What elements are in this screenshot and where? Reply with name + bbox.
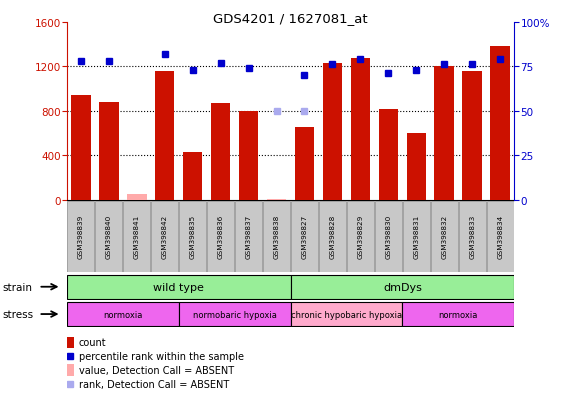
Text: percentile rank within the sample: percentile rank within the sample: [78, 351, 243, 361]
Bar: [290, 302, 403, 326]
Bar: [459, 201, 486, 272]
Text: GSM398841: GSM398841: [134, 214, 139, 259]
Bar: [431, 201, 458, 272]
Bar: [487, 201, 514, 272]
Text: GSM398832: GSM398832: [442, 214, 447, 259]
Bar: [67, 337, 74, 348]
Bar: [322, 64, 342, 200]
Bar: [295, 128, 314, 200]
Bar: [67, 302, 179, 326]
Text: wild type: wild type: [153, 282, 204, 292]
Bar: [179, 302, 290, 326]
Text: normobaric hypoxia: normobaric hypoxia: [193, 310, 277, 319]
Text: GSM398837: GSM398837: [246, 214, 252, 259]
Bar: [67, 365, 74, 376]
Text: GSM398834: GSM398834: [497, 214, 503, 259]
Bar: [123, 201, 150, 272]
Bar: [155, 71, 174, 200]
Text: normoxia: normoxia: [439, 310, 478, 319]
Bar: [151, 201, 178, 272]
Text: GSM398839: GSM398839: [78, 214, 84, 259]
Bar: [347, 201, 374, 272]
Text: dmDys: dmDys: [383, 282, 422, 292]
Bar: [435, 67, 454, 200]
Bar: [403, 302, 514, 326]
Bar: [462, 71, 482, 200]
Bar: [67, 275, 290, 299]
Text: GSM398829: GSM398829: [357, 214, 363, 259]
Text: value, Detection Call = ABSENT: value, Detection Call = ABSENT: [78, 366, 234, 375]
Text: normoxia: normoxia: [103, 310, 142, 319]
Bar: [127, 195, 146, 200]
Text: GSM398827: GSM398827: [302, 214, 307, 259]
Bar: [95, 201, 122, 272]
Bar: [291, 201, 318, 272]
Text: GSM398835: GSM398835: [189, 214, 196, 259]
Text: GSM398840: GSM398840: [106, 214, 112, 259]
Bar: [263, 201, 290, 272]
Bar: [407, 134, 426, 200]
Text: stress: stress: [3, 309, 34, 319]
Bar: [183, 152, 202, 200]
Text: GSM398836: GSM398836: [218, 214, 224, 259]
Bar: [239, 112, 259, 200]
Text: GSM398838: GSM398838: [274, 214, 279, 259]
Text: GSM398833: GSM398833: [469, 214, 475, 259]
Text: rank, Detection Call = ABSENT: rank, Detection Call = ABSENT: [78, 379, 229, 389]
Bar: [379, 109, 398, 200]
Text: GSM398831: GSM398831: [413, 214, 419, 259]
Bar: [290, 275, 514, 299]
Bar: [67, 201, 94, 272]
Bar: [211, 104, 231, 200]
Bar: [235, 201, 262, 272]
Text: GSM398828: GSM398828: [329, 214, 335, 259]
Bar: [319, 201, 346, 272]
Bar: [99, 103, 119, 200]
Text: chronic hypobaric hypoxia: chronic hypobaric hypoxia: [291, 310, 402, 319]
Text: count: count: [78, 337, 106, 347]
Bar: [207, 201, 234, 272]
Bar: [350, 59, 370, 200]
Text: GSM398842: GSM398842: [162, 214, 168, 259]
Text: GSM398830: GSM398830: [385, 214, 392, 259]
Bar: [267, 199, 286, 200]
Bar: [71, 96, 91, 200]
Bar: [403, 201, 430, 272]
Bar: [375, 201, 402, 272]
Text: strain: strain: [3, 282, 33, 292]
Text: GDS4201 / 1627081_at: GDS4201 / 1627081_at: [213, 12, 368, 25]
Bar: [179, 201, 206, 272]
Bar: [490, 47, 510, 200]
